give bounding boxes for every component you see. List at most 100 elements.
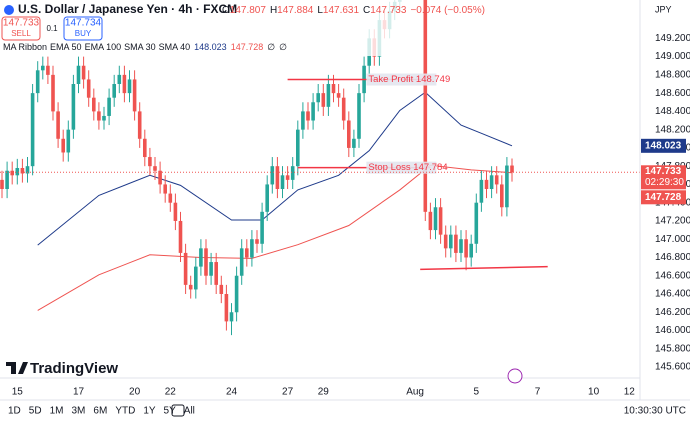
- indicator-legend: MA Ribbon EMA 50 EMA 100 SMA 30 SMA 40 148.02…: [3, 42, 287, 52]
- candle-body: [5, 170, 9, 189]
- candle-body: [15, 168, 20, 176]
- indicator-input: EMA 100: [85, 42, 122, 52]
- ma-tag: [641, 190, 686, 205]
- drawn-line-label-bg: [366, 73, 437, 86]
- indicator-name: MA Ribbon: [3, 42, 47, 52]
- timeframe-button[interactable]: 5Y: [164, 406, 177, 417]
- candle-body: [168, 193, 173, 203]
- countdown: 02:29:30: [645, 177, 684, 188]
- x-tick-label: 5: [474, 387, 480, 398]
- candle-body: [51, 74, 55, 112]
- y-tick-label: 148.600: [655, 88, 690, 99]
- ohlc-letter: L: [317, 5, 323, 16]
- sell-label: SELL: [11, 29, 31, 38]
- candle-body: [163, 184, 167, 194]
- x-tick-label: 24: [226, 387, 238, 398]
- plot: Take Profit 148.749 Stop Loss 147.784: [0, 0, 640, 336]
- drawn-line[interactable]: [420, 265, 548, 271]
- indicator-value: 147.728: [231, 42, 264, 52]
- candle-body: [61, 138, 65, 153]
- candle-body: [97, 111, 101, 121]
- ma-tag: [641, 138, 686, 153]
- event-icon[interactable]: [507, 368, 523, 384]
- indicator-value: 148.023: [194, 42, 227, 52]
- candle-body: [183, 252, 188, 285]
- buy-price: 147.734: [65, 18, 102, 29]
- symbol-icon: [4, 5, 14, 15]
- symbol-title[interactable]: U.S. Dollar / Japanese Yen · 4h · FXCM: [18, 2, 237, 16]
- candle-body: [275, 166, 280, 189]
- price-tag: [641, 165, 686, 190]
- candle-body: [224, 294, 229, 322]
- x-tick-label: 15: [12, 387, 24, 398]
- x-tick-label: 7: [535, 387, 541, 398]
- candle-body: [132, 79, 137, 112]
- candle-body: [357, 93, 361, 139]
- candle-body: [173, 202, 178, 221]
- candle-body: [117, 74, 122, 84]
- candle-body: [489, 175, 494, 189]
- candle-body: [433, 207, 438, 231]
- buy-button[interactable]: [63, 16, 103, 41]
- date-range-icon[interactable]: [171, 404, 185, 417]
- ohlc-letter: O: [222, 5, 230, 16]
- ohlc-letter: C: [363, 5, 370, 16]
- y-tick-label: 146.600: [655, 270, 690, 281]
- y-tick-label: 148.800: [655, 70, 690, 81]
- x-tick-label: Aug: [406, 387, 424, 398]
- y-tick-label: 145.600: [655, 362, 690, 373]
- candle-body: [306, 111, 310, 121]
- logo-text: TradingView: [30, 360, 118, 377]
- drawn-line-label-bg: [366, 161, 437, 174]
- candle-body: [336, 93, 341, 98]
- candle-body: [81, 65, 86, 80]
- candle-body: [127, 79, 132, 94]
- y-tick-label: 145.800: [655, 343, 690, 354]
- indicator-value: ∅: [267, 42, 275, 52]
- candle-body: [479, 179, 484, 203]
- timeframe-button[interactable]: 5D: [29, 406, 42, 417]
- y-tick-label: 146.200: [655, 307, 690, 318]
- ohlc-value: 147.733: [370, 5, 407, 16]
- candle-body: [296, 129, 300, 167]
- candle-body: [25, 166, 30, 174]
- timeframe-button[interactable]: YTD: [115, 406, 135, 417]
- timeframe-button[interactable]: All: [184, 406, 195, 417]
- x-tick-label: 27: [282, 387, 294, 398]
- timeframe-button[interactable]: 1M: [50, 406, 64, 417]
- order-size[interactable]: 0.1: [46, 24, 58, 33]
- timeframe-button[interactable]: 3M: [72, 406, 86, 417]
- y-tick-label: 149.000: [655, 51, 690, 62]
- candle-body: [41, 65, 45, 71]
- candle-body: [92, 97, 96, 112]
- indicator-value: ∅: [279, 42, 287, 52]
- y-tick-label: 148.400: [655, 106, 690, 117]
- y-tick-label: 148.200: [655, 124, 690, 135]
- ohlc-readout: O147.807 H147.884 L147.631 C147.733 −0.074 (…: [222, 5, 485, 16]
- y-tick-label: 149.200: [655, 33, 690, 44]
- ohlc-change: −0.074 (−0.05%): [410, 5, 485, 16]
- candle-body: [214, 262, 218, 285]
- indicator-input: SMA 30: [124, 42, 156, 52]
- candle-body: [219, 284, 224, 294]
- sell-button[interactable]: [1, 16, 41, 41]
- candle-body: [438, 207, 443, 235]
- candle-body: [86, 79, 91, 98]
- candle-body: [35, 70, 40, 94]
- candle-body: [290, 166, 295, 180]
- timeframe-button[interactable]: 6M: [93, 406, 107, 417]
- candle-body: [352, 138, 356, 148]
- timeframe-button[interactable]: 1D: [8, 406, 21, 417]
- candle-body: [122, 74, 127, 94]
- ohlc-value: 147.807: [230, 5, 267, 16]
- moving-average: [37, 164, 513, 311]
- candle-body: [250, 239, 254, 258]
- candle-body: [158, 170, 162, 185]
- candle-body: [112, 84, 116, 98]
- timeframe-button[interactable]: 1Y: [143, 406, 156, 417]
- ohlc-letter: H: [270, 5, 277, 16]
- currency: JPY: [655, 4, 672, 14]
- logo-mark: [6, 362, 28, 374]
- candle-body: [229, 312, 234, 322]
- candle-body: [0, 179, 4, 189]
